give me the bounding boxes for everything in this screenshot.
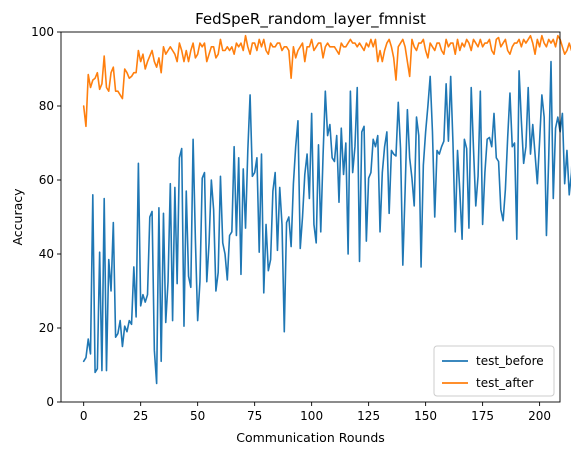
x-tick-label: 175: [471, 409, 494, 423]
x-tick-label: 75: [247, 409, 262, 423]
x-tick-label: 200: [528, 409, 551, 423]
x-tick-label: 125: [357, 409, 380, 423]
x-tick-label: 50: [190, 409, 205, 423]
legend-entry-label: test_before: [476, 354, 544, 368]
series-layer: [82, 34, 571, 385]
plot-frame: [60, 31, 561, 403]
x-axis-label: Communication Rounds: [236, 430, 385, 445]
x-tick-label: 25: [133, 409, 148, 423]
y-tick-label: 40: [39, 247, 54, 261]
y-tick-label: 20: [39, 321, 54, 335]
legend-entry-label: test_after: [476, 376, 534, 390]
series-line-test-before: [82, 60, 571, 385]
legend: test_before test_after: [433, 345, 555, 397]
y-tick-label: 60: [39, 173, 54, 187]
y-tick-label: 100: [31, 25, 54, 39]
y-tick-label: 80: [39, 99, 54, 113]
y-tick-label: 0: [46, 395, 54, 409]
chart-title: FedSpeR_random_layer_fmnist: [195, 10, 426, 29]
series-line-test-after: [82, 34, 571, 128]
x-tick-label: 0: [80, 409, 88, 423]
y-axis-label: Accuracy: [10, 188, 25, 246]
x-tick-label: 100: [300, 409, 323, 423]
x-tick-label: 150: [414, 409, 437, 423]
ticks-layer: 0 25 50 75 100 125 150 175 200 0 20 40 60 80 100: [31, 25, 551, 423]
